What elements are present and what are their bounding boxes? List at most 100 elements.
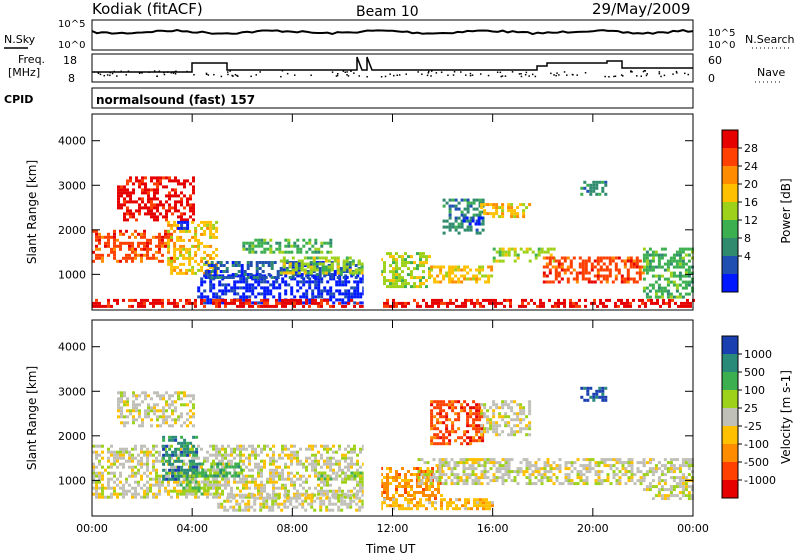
power-cell xyxy=(604,192,608,196)
velocity-cell xyxy=(120,391,123,395)
power-cell xyxy=(161,298,164,302)
velocity-cell xyxy=(221,456,224,460)
power-cell xyxy=(299,247,303,251)
power-cell xyxy=(681,286,685,290)
velocity-cell xyxy=(251,495,254,499)
power-cell xyxy=(419,279,422,283)
velocity-cell xyxy=(410,507,413,511)
velocity-cell xyxy=(218,495,221,499)
velocity-cell xyxy=(140,474,143,478)
power-cell xyxy=(293,244,297,248)
power-cell xyxy=(475,198,479,202)
velocity-cell xyxy=(212,459,215,463)
power-cell xyxy=(608,262,612,266)
velocity-cell xyxy=(287,474,290,478)
velocity-cell xyxy=(308,462,311,466)
velocity-cell xyxy=(648,458,652,462)
velocity-cell xyxy=(95,450,98,454)
power-cell xyxy=(660,274,664,278)
power-cell xyxy=(140,256,143,260)
velocity-cell xyxy=(549,464,553,468)
power-cell xyxy=(469,204,473,208)
velocity-cell xyxy=(457,415,461,419)
power-cell xyxy=(266,292,270,296)
velocity-cell xyxy=(401,467,404,470)
velocity-cell xyxy=(687,494,691,498)
velocity-cell xyxy=(498,467,502,471)
power-cell xyxy=(222,276,226,279)
velocity-cell xyxy=(437,491,440,494)
power-cell xyxy=(152,298,155,302)
nave-point xyxy=(660,75,662,78)
velocity-cell xyxy=(221,492,224,496)
power-cell xyxy=(333,273,337,276)
velocity-cell xyxy=(296,453,299,457)
power-cell xyxy=(191,235,195,239)
power-cell xyxy=(294,265,298,269)
power-cell xyxy=(180,203,183,207)
velocity-cell xyxy=(460,403,464,407)
power-cell xyxy=(183,194,186,198)
power-cell xyxy=(454,216,458,220)
power-cell xyxy=(164,235,167,239)
power-cell xyxy=(98,241,101,245)
power-cell xyxy=(315,256,319,260)
velocity-cell xyxy=(135,409,138,413)
velocity-cell xyxy=(356,459,359,463)
power-cell xyxy=(179,247,183,251)
velocity-cell xyxy=(426,467,430,471)
power-cell xyxy=(207,273,211,276)
velocity-cell xyxy=(314,474,317,478)
power-cell xyxy=(392,301,395,305)
velocity-cell xyxy=(398,476,401,479)
velocity-cell xyxy=(413,473,416,476)
velocity-cell xyxy=(253,502,257,506)
velocity-cell xyxy=(537,479,541,483)
velocity-cell xyxy=(248,456,251,460)
velocity-cell xyxy=(113,462,116,466)
velocity-cell xyxy=(334,502,338,506)
power-cell xyxy=(189,206,192,210)
velocity-cell xyxy=(222,468,226,472)
power-cell xyxy=(122,232,125,236)
velocity-cell xyxy=(483,461,487,465)
velocity-cell xyxy=(407,479,410,482)
velocity-cell xyxy=(158,453,161,457)
power-cell xyxy=(321,262,325,266)
power-cell xyxy=(200,295,204,299)
velocity-cell xyxy=(446,501,449,505)
power-cell xyxy=(125,259,128,263)
velocity-cell xyxy=(450,470,454,474)
power-cell xyxy=(641,298,644,302)
velocity-cell xyxy=(579,470,583,474)
power-cell xyxy=(516,215,520,219)
velocity-cell xyxy=(618,479,622,483)
velocity-cell xyxy=(383,491,386,494)
velocity-cell xyxy=(329,483,332,487)
velocity-cell xyxy=(684,494,688,498)
velocity-cell xyxy=(462,461,466,465)
power-cell xyxy=(135,179,138,183)
power-cell xyxy=(152,256,155,260)
velocity-cell xyxy=(170,456,173,460)
velocity-cell xyxy=(457,427,461,431)
power-cell xyxy=(128,298,131,302)
power-cell xyxy=(126,200,129,204)
velocity-cell xyxy=(265,505,269,509)
power-cell xyxy=(626,277,630,281)
power-cell xyxy=(263,280,267,284)
velocity-cell xyxy=(263,486,266,490)
power-cell xyxy=(95,232,98,236)
power-cell xyxy=(173,247,177,251)
power-cell xyxy=(177,194,180,198)
power-cell xyxy=(144,185,147,189)
velocity-cell xyxy=(128,489,131,493)
power-cell xyxy=(335,280,339,284)
velocity-cell xyxy=(495,476,499,480)
velocity-cell xyxy=(486,418,490,422)
velocity-cell xyxy=(326,450,329,454)
velocity-cell xyxy=(275,471,278,475)
power-cell xyxy=(481,219,485,223)
nave-point xyxy=(452,74,455,76)
velocity-cell xyxy=(690,470,694,474)
